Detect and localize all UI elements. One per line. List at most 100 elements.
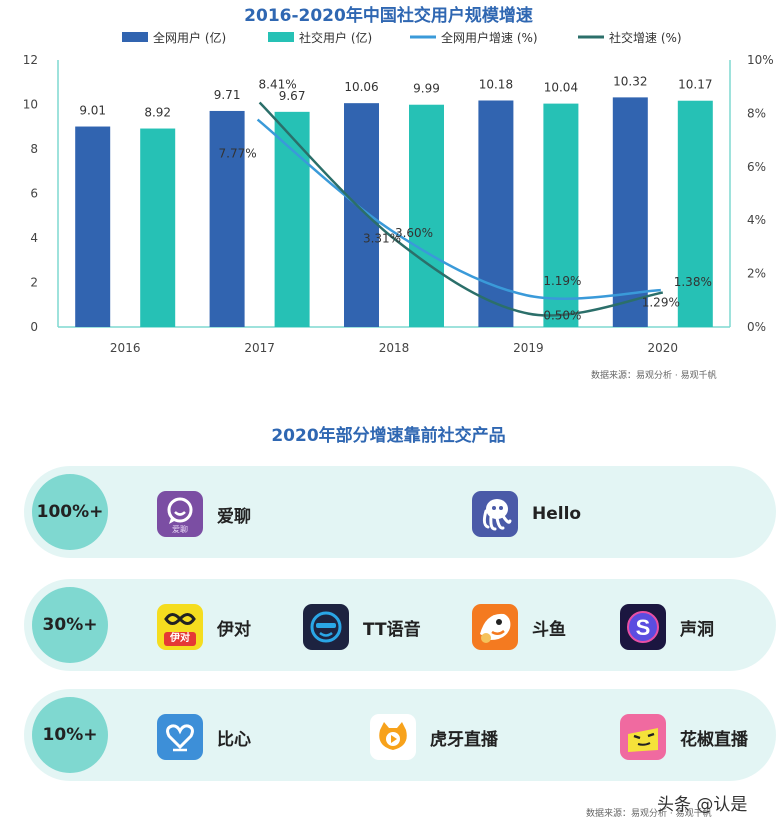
bar-value-label: 10.04 (544, 81, 578, 95)
bar-value-label: 8.92 (144, 106, 171, 120)
product-name: 比心 (217, 729, 251, 750)
y-left-tick-label: 4 (30, 231, 38, 245)
product-name: 斗鱼 (532, 619, 566, 640)
chart-title: 2016-2020年中国社交用户规模增速 (244, 6, 533, 26)
chart-lines (256, 101, 663, 317)
line-value-label: 1.19% (543, 274, 581, 288)
bar-value-label: 10.32 (613, 74, 647, 88)
legend-swatch (268, 32, 294, 42)
bar-value-label: 9.99 (413, 82, 440, 96)
bar (478, 100, 514, 328)
product-bixin: 比心 (157, 709, 251, 765)
product-yidui: 伊对 伊对 (157, 599, 251, 655)
product-aichat: 爱聊 爱聊 (157, 486, 251, 542)
hello-octopus-icon (472, 491, 518, 537)
product-name: Hello (532, 504, 582, 524)
y-left-tick-label: 2 (30, 276, 38, 290)
x-tick-label: 2016 (110, 341, 141, 355)
y-right-tick-label: 2% (747, 267, 766, 281)
bar (209, 110, 245, 327)
x-tick-label: 2018 (379, 341, 410, 355)
growth-row-10: 10%+ 比心 虎牙直播 花椒直播 (24, 689, 776, 781)
legend-label: 社交增速 (%) (609, 30, 682, 45)
bar (140, 128, 176, 327)
legend-label: 社交用户 (亿) (299, 30, 372, 45)
x-tick-label: 2020 (648, 341, 679, 355)
legend-label: 全网用户增速 (%) (441, 30, 538, 45)
products-source: 数据来源：易观分析 · 易观千帆 (586, 809, 712, 819)
aichat-icon: 爱聊 (157, 491, 203, 537)
douyu-icon (472, 604, 518, 650)
legend-swatch (122, 32, 148, 42)
aichat-icon-text: 爱聊 (172, 525, 188, 534)
series-line (256, 118, 661, 300)
bar-value-label: 9.71 (214, 88, 241, 102)
bixin-icon (157, 714, 203, 760)
chart-legend: 全网用户 (亿) 社交用户 (亿) 全网用户增速 (%) 社交增速 (%) (122, 30, 682, 45)
bar-value-label: 9.67 (279, 89, 306, 103)
product-name: 爱聊 (217, 506, 251, 527)
growth-badge: 10%+ (32, 697, 108, 773)
x-tick-label: 2017 (244, 341, 275, 355)
bar (612, 97, 648, 327)
product-name: TT语音 (363, 619, 421, 640)
growth-row-100: 100%+ 爱聊 爱聊 Hello (24, 466, 776, 558)
y-left-tick-label: 6 (30, 187, 38, 201)
product-huya: 虎牙直播 (370, 709, 498, 765)
chart-labels: 9.01 9.71 10.06 10.18 10.32 8.92 9.67 9.99 10.04… (79, 74, 712, 322)
y-left-tick-label: 12 (23, 53, 38, 67)
products-title: 2020年部分增速靠前社交产品 (271, 426, 506, 446)
line-value-label: 1.29% (642, 296, 680, 310)
line-value-label: 7.77% (219, 147, 257, 161)
y-right-tick-label: 10% (747, 53, 774, 67)
yidui-icon: 伊对 (157, 604, 203, 650)
y-right-tick-label: 0% (747, 320, 766, 334)
bar-value-label: 10.18 (479, 77, 513, 91)
x-tick-label: 2019 (513, 341, 544, 355)
growth-row-30: 30%+ 伊对 伊对 TT语音 (24, 579, 776, 671)
bar (75, 126, 111, 327)
tt-voice-icon (303, 604, 349, 650)
bar-value-label: 10.17 (678, 78, 712, 92)
bar (409, 104, 444, 327)
huya-icon (370, 714, 416, 760)
product-name: 声洞 (680, 619, 714, 640)
product-shengdong: S 声洞 (620, 599, 714, 655)
product-douyu: 斗鱼 (472, 599, 566, 655)
bar-value-label: 9.01 (79, 104, 106, 118)
line-value-label: 1.38% (674, 275, 712, 289)
product-name: 花椒直播 (680, 729, 748, 750)
y-left-tick-label: 8 (30, 142, 38, 156)
growth-badge: 30%+ (32, 587, 108, 663)
chart-axes: 0 2 4 6 8 10 12 0% 2% 4% 6% 8% 10% 2016 2017 2018 2019 20… (23, 53, 774, 355)
chart: 全网用户 (亿) 社交用户 (亿) 全网用户增速 (%) 社交增速 (%) 0 2 4 6 8… (23, 30, 774, 355)
bar (344, 103, 379, 327)
y-left-tick-label: 0 (30, 320, 38, 334)
watermark-text: 头条 @认是 (657, 795, 748, 815)
bar (274, 111, 310, 327)
line-value-label: 0.50% (543, 309, 581, 323)
product-huajiao: 花椒直播 (620, 709, 748, 765)
bar (543, 103, 579, 327)
line-value-label: 3.60% (395, 226, 433, 240)
yidui-icon-text: 伊对 (170, 633, 190, 644)
bar (677, 100, 713, 327)
shengdong-icon: S (620, 604, 666, 650)
product-name: 虎牙直播 (430, 729, 498, 750)
bar-value-label: 10.06 (344, 80, 378, 94)
chart-bars (75, 97, 713, 328)
product-tt-voice: TT语音 (303, 599, 421, 655)
y-right-tick-label: 4% (747, 213, 766, 227)
product-hello: Hello (472, 486, 581, 542)
growth-badge: 100%+ (32, 474, 108, 550)
line-value-label: 8.41% (259, 77, 297, 91)
series-line (258, 101, 663, 317)
huajiao-icon (620, 714, 666, 760)
y-right-tick-label: 6% (747, 160, 766, 174)
chart-source: 数据来源：易观分析 · 易观千帆 (591, 371, 717, 381)
product-name: 伊对 (217, 619, 251, 640)
line-value-label: 3.31% (363, 232, 401, 246)
svg-text:S: S (636, 615, 651, 640)
y-right-tick-label: 8% (747, 106, 766, 120)
y-left-tick-label: 10 (23, 98, 38, 112)
